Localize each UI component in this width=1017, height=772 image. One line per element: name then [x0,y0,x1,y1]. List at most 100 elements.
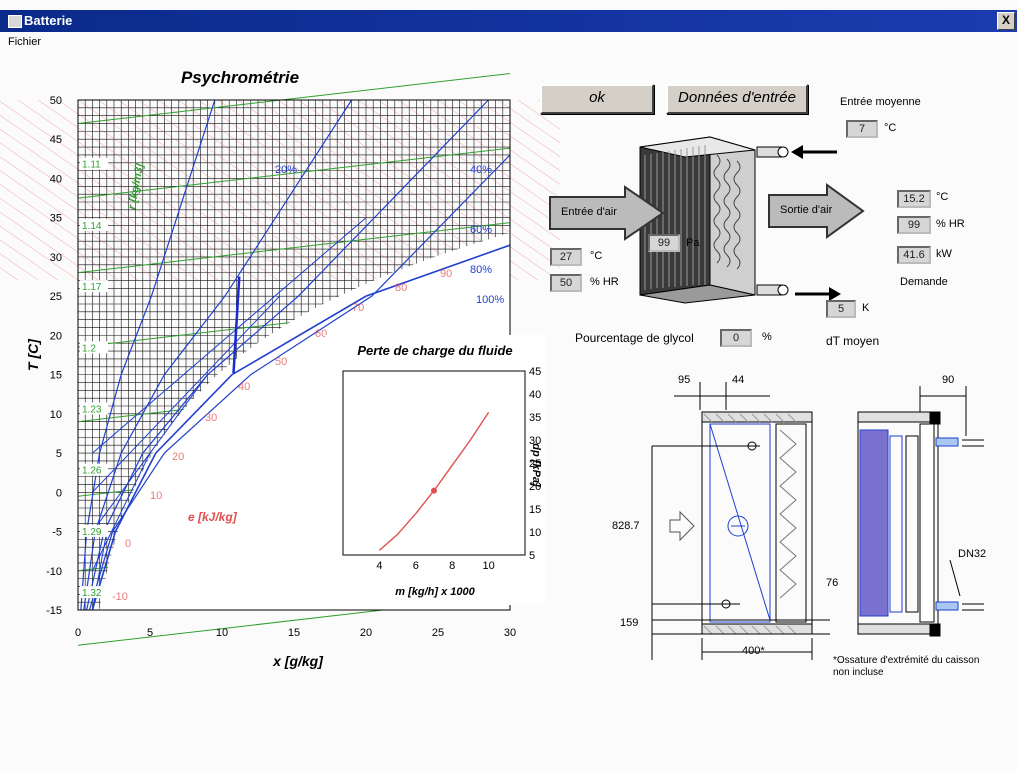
enthalpy-tick: 30 [205,412,217,424]
out-rh-field[interactable]: 99 [897,216,931,234]
entree-moyenne-unit: °C [884,122,897,134]
power-field[interactable]: 41.6 [897,246,931,264]
app-icon [8,15,22,28]
pressure-y-tick: 20 [529,481,541,493]
x-tick: 15 [288,627,300,639]
enthalpy-line [0,184,139,281]
dim-95: 95 [678,374,691,386]
y-tick: 30 [50,252,62,264]
enthalpy-tick: 10 [150,490,162,502]
dim-90: 90 [942,374,955,386]
density-tick: 1.14 [82,221,102,232]
enthalpy-line [57,99,319,281]
pa-unit: Pa [686,237,700,249]
pressure-chart-title: Perte de charge du fluide [357,343,512,358]
enthalpy-line [237,99,499,281]
x-tick: 25 [432,627,444,639]
y-tick: -10 [46,566,62,578]
rh-label: 60% [470,224,492,236]
enthalpy-line [0,156,179,281]
rh-line [80,99,216,611]
enthalpy-tick: 70 [352,302,364,314]
entree-moyenne-label: Entrée moyenne [840,96,921,108]
psychro-title: Psychrométrie [181,68,299,87]
x-tick: 20 [360,627,372,639]
y-tick: 50 [50,95,62,107]
enthalpy-tick: 50 [275,356,287,368]
air-in-arrow-icon [549,185,665,241]
enthalpy-line [397,99,560,213]
y-tick: 45 [50,134,62,146]
enthalpy-line [0,142,199,281]
enthalpy-axis-label: e [kJ/kg] [188,510,238,524]
y-tick: 10 [50,409,62,421]
pressure-y-tick: 5 [529,550,535,562]
wet-bulb-line [92,217,367,454]
title-bar: Batterie X [0,10,1017,32]
donnees-entree-button[interactable]: Données d'entrée [666,84,808,114]
enthalpy-line [0,267,19,281]
rh-line [86,99,489,611]
x-axis-label: x [g/kg] [272,653,324,669]
enthalpy-tick: 20 [172,451,184,463]
glycol-field[interactable]: 0 [720,329,752,347]
density-line [77,222,511,274]
enthalpy-tick: -10 [112,591,128,603]
glycol-label: Pourcentage de glycol [575,331,694,345]
density-tick: 1.32 [82,588,102,599]
air-out-arrow-icon [768,183,865,239]
enthalpy-line [0,211,99,281]
entree-moyenne-field[interactable]: 7 [846,120,878,138]
y-tick: 35 [50,213,62,225]
pressure-y-tick: 10 [529,527,541,539]
density-label-bg [80,280,108,293]
enthalpy-line [457,99,560,171]
dt-field[interactable]: 5 [826,300,856,318]
y-tick: 5 [56,448,62,460]
entree-air-label: Entrée d'air [561,206,617,218]
enthalpy-line [497,99,560,144]
enthalpy-tick: 40 [238,381,250,393]
close-button[interactable]: X [997,12,1015,30]
x-tick: 0 [75,627,81,639]
density-label-bg [80,524,108,537]
air-in-rh-field[interactable]: 50 [550,274,582,292]
enthalpy-line [0,170,159,281]
air-in-temp-field[interactable]: 27 [550,248,582,266]
menu-fichier[interactable]: Fichier [8,36,42,48]
pressure-y-label: dp [kPa] [530,443,542,487]
rh-label: 80% [470,264,492,276]
pressure-drop-chart: Perte de charge du fluide 4 6 8 10 45 40 35 30 25… [325,335,545,605]
wet-bulb-line [91,374,209,532]
pressure-y-tick: 45 [529,366,541,378]
footnote-line-1: *Ossature d'extrémité du caisson [833,655,980,666]
ok-button[interactable]: ok [540,84,654,114]
pressure-x-label: m [kg/h] x 1000 [395,586,475,598]
dim-828: 828.7 [612,520,640,532]
y-tick: 40 [50,173,62,185]
rh-label: 40% [470,164,492,176]
density-line [77,147,511,199]
dt-unit: K [862,302,870,314]
rh-label: 100% [476,294,504,306]
pressure-y-tick: 25 [529,458,541,470]
dim-76: 76 [826,577,839,589]
out-temp-field[interactable]: 15.2 [897,190,931,208]
wet-bulb-line [92,295,280,493]
rh-label: 20% [275,164,297,176]
enthalpy-line [97,99,359,281]
dt-label: dT moyen [826,334,880,348]
pa-field[interactable]: 99 [648,234,680,252]
x-tick: 5 [147,627,153,639]
enthalpy-line [357,99,560,241]
coil-body [639,136,789,304]
enthalpy-tick: 60 [315,328,327,340]
out-temp-unit: °C [936,191,949,203]
enthalpy-line [197,99,459,281]
density-label-bg [80,463,108,476]
air-in-rh-unit: % HR [590,276,619,288]
out-rh-unit: % HR [936,218,965,230]
pressure-x-tick: 4 [376,560,382,572]
enthalpy-line [0,114,239,281]
